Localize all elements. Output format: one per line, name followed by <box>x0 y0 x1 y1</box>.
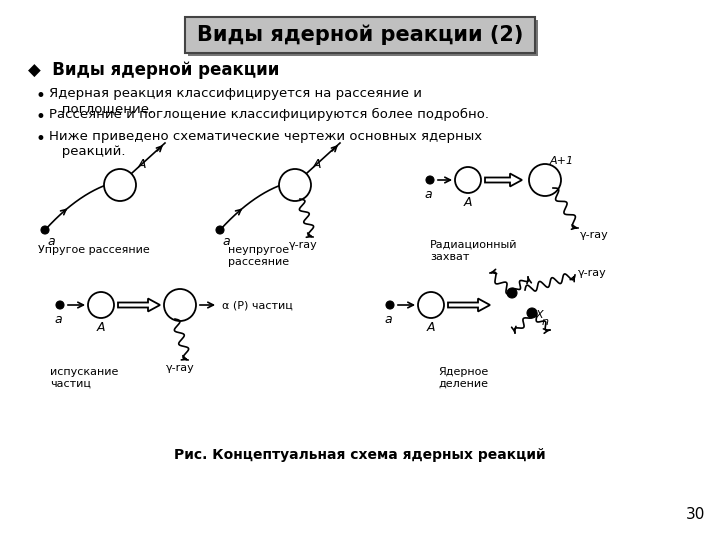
Text: 30: 30 <box>685 507 705 522</box>
Text: испускание
частиц: испускание частиц <box>50 367 118 389</box>
Text: a: a <box>54 313 62 326</box>
FancyArrow shape <box>485 173 522 186</box>
Text: γ-ray: γ-ray <box>289 240 318 250</box>
FancyArrow shape <box>448 299 490 312</box>
Text: γ-ray: γ-ray <box>578 268 607 278</box>
Text: •: • <box>35 108 45 126</box>
Text: γ-ray: γ-ray <box>166 363 194 373</box>
Text: Ниже приведено схематические чертежи основных ядерных
   реакций.: Ниже приведено схематические чертежи осн… <box>49 130 482 158</box>
Circle shape <box>279 169 311 201</box>
Text: Ядерное
деление: Ядерное деление <box>438 367 488 389</box>
Circle shape <box>386 301 394 309</box>
Text: a: a <box>222 235 230 248</box>
Text: Рис. Концептуальная схема ядерных реакций: Рис. Концептуальная схема ядерных реакци… <box>174 448 546 462</box>
Circle shape <box>104 169 136 201</box>
FancyBboxPatch shape <box>188 20 538 56</box>
Text: γ-ray: γ-ray <box>580 230 608 240</box>
FancyArrow shape <box>118 299 160 312</box>
Text: Упругое рассеяние: Упругое рассеяние <box>38 245 150 255</box>
Circle shape <box>455 167 481 193</box>
Text: α (P) частиц: α (P) частиц <box>222 300 293 310</box>
Text: •: • <box>35 87 45 105</box>
Text: a: a <box>424 188 432 201</box>
Circle shape <box>527 308 537 318</box>
Text: Виды ядерной реакции (2): Виды ядерной реакции (2) <box>197 25 523 45</box>
Text: A+1: A+1 <box>550 156 574 166</box>
Circle shape <box>418 292 444 318</box>
Text: Ядерная реакция классифицируется на рассеяние и
   поглощение.: Ядерная реакция классифицируется на расс… <box>49 87 422 115</box>
Circle shape <box>216 226 224 234</box>
Circle shape <box>88 292 114 318</box>
Text: неупругое
рассеяние: неупругое рассеяние <box>228 245 289 267</box>
Text: X: X <box>535 310 543 320</box>
Text: A: A <box>96 321 105 334</box>
Text: Радиационный
захват: Радиационный захват <box>430 240 518 261</box>
Circle shape <box>56 301 64 309</box>
Text: A: A <box>313 158 322 171</box>
Text: n: n <box>542 317 549 327</box>
Text: •: • <box>35 130 45 148</box>
Text: a: a <box>47 235 55 248</box>
Text: A: A <box>464 196 472 209</box>
Circle shape <box>507 288 517 298</box>
Circle shape <box>426 176 434 184</box>
Circle shape <box>41 226 49 234</box>
FancyBboxPatch shape <box>185 17 535 53</box>
Circle shape <box>164 289 196 321</box>
Text: A: A <box>138 158 146 171</box>
Text: ◆  Виды ядерной реакции: ◆ Виды ядерной реакции <box>28 61 279 79</box>
Text: a: a <box>384 313 392 326</box>
Text: A: A <box>427 321 436 334</box>
Circle shape <box>529 164 561 196</box>
Text: Рассеяние и поглощение классифицируются более подробно.: Рассеяние и поглощение классифицируются … <box>49 108 489 121</box>
